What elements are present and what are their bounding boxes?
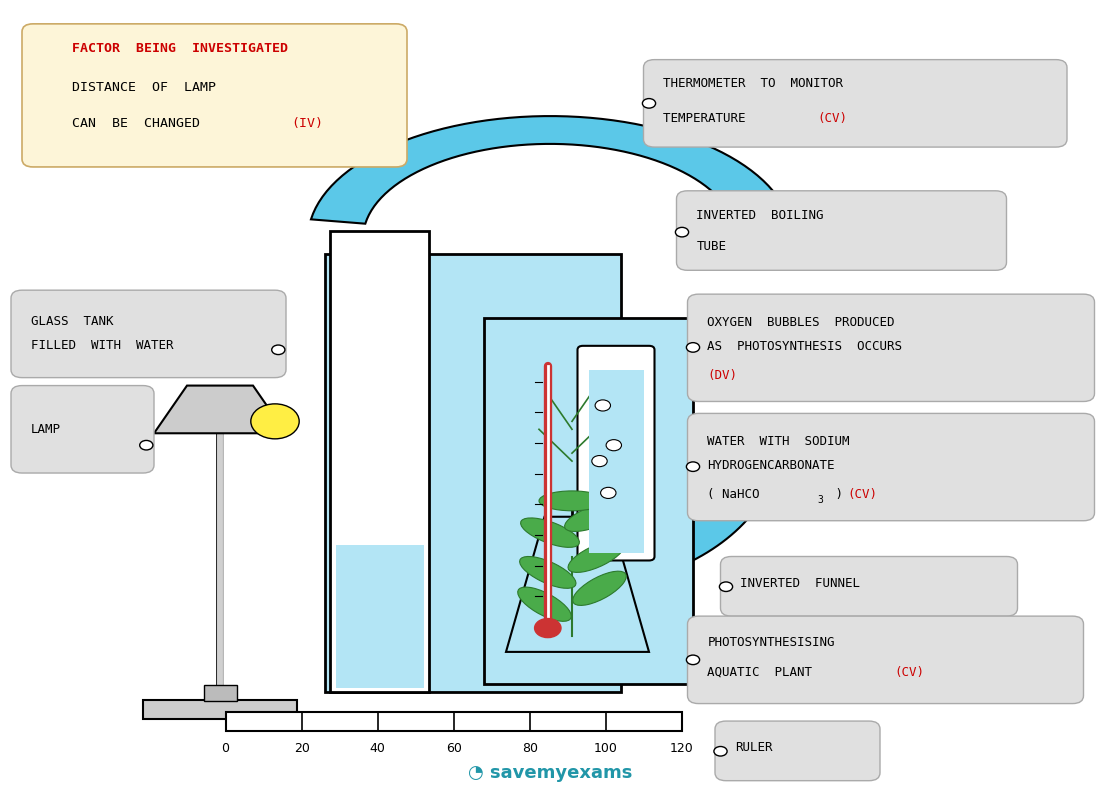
Polygon shape xyxy=(594,453,779,587)
Circle shape xyxy=(140,440,153,450)
Text: RULER: RULER xyxy=(735,741,772,754)
Text: 60: 60 xyxy=(446,742,462,754)
Text: DISTANCE  OF  LAMP: DISTANCE OF LAMP xyxy=(72,81,216,95)
FancyBboxPatch shape xyxy=(688,294,1094,401)
FancyBboxPatch shape xyxy=(676,191,1006,270)
Circle shape xyxy=(686,462,700,471)
Text: 3: 3 xyxy=(817,495,823,506)
Text: HYDROGENCARBONATE: HYDROGENCARBONATE xyxy=(707,459,835,472)
Text: 20: 20 xyxy=(294,742,309,754)
FancyBboxPatch shape xyxy=(715,721,880,781)
Text: (CV): (CV) xyxy=(894,665,924,679)
Text: 100: 100 xyxy=(594,742,618,754)
Circle shape xyxy=(675,227,689,237)
Text: LAMP: LAMP xyxy=(31,423,60,436)
Text: 80: 80 xyxy=(521,742,538,754)
Ellipse shape xyxy=(539,491,605,511)
Circle shape xyxy=(595,400,610,411)
Polygon shape xyxy=(506,517,649,652)
Circle shape xyxy=(606,440,621,451)
Text: (IV): (IV) xyxy=(292,117,323,130)
Polygon shape xyxy=(311,116,789,223)
Ellipse shape xyxy=(564,502,624,531)
FancyBboxPatch shape xyxy=(324,254,622,692)
FancyBboxPatch shape xyxy=(588,370,643,553)
Circle shape xyxy=(535,619,561,638)
Ellipse shape xyxy=(520,518,580,547)
Text: TUBE: TUBE xyxy=(696,240,726,254)
Text: FILLED  WITH  WATER: FILLED WITH WATER xyxy=(31,339,174,352)
FancyBboxPatch shape xyxy=(22,24,407,167)
FancyBboxPatch shape xyxy=(688,616,1084,704)
Ellipse shape xyxy=(519,556,576,588)
Circle shape xyxy=(251,404,299,439)
FancyBboxPatch shape xyxy=(644,60,1067,147)
Text: 40: 40 xyxy=(370,742,386,754)
Circle shape xyxy=(642,99,656,108)
Text: (DV): (DV) xyxy=(707,369,737,382)
Text: (CV): (CV) xyxy=(847,488,877,502)
Text: OXYGEN  BUBBLES  PRODUCED: OXYGEN BUBBLES PRODUCED xyxy=(707,316,894,329)
FancyBboxPatch shape xyxy=(143,700,297,719)
Text: CAN  BE  CHANGED: CAN BE CHANGED xyxy=(72,117,208,130)
Polygon shape xyxy=(154,386,286,433)
Text: (CV): (CV) xyxy=(817,111,847,125)
Text: 120: 120 xyxy=(670,742,694,754)
Text: ( NaHCO: ( NaHCO xyxy=(707,488,760,502)
Text: TEMPERATURE: TEMPERATURE xyxy=(663,111,754,125)
Text: ): ) xyxy=(828,488,858,502)
Circle shape xyxy=(714,747,727,756)
Text: 0: 0 xyxy=(221,742,230,754)
Circle shape xyxy=(686,343,700,352)
Text: AS  PHOTOSYNTHESIS  OCCURS: AS PHOTOSYNTHESIS OCCURS xyxy=(707,339,902,353)
FancyBboxPatch shape xyxy=(11,290,286,378)
FancyBboxPatch shape xyxy=(578,346,654,560)
Ellipse shape xyxy=(573,571,626,606)
Text: GLASS  TANK: GLASS TANK xyxy=(31,316,113,328)
FancyBboxPatch shape xyxy=(720,556,1018,616)
Text: INVERTED  BOILING: INVERTED BOILING xyxy=(696,208,824,222)
FancyBboxPatch shape xyxy=(330,231,429,692)
FancyBboxPatch shape xyxy=(336,545,424,688)
FancyBboxPatch shape xyxy=(226,712,682,731)
Ellipse shape xyxy=(518,587,571,622)
Text: WATER  WITH  SODIUM: WATER WITH SODIUM xyxy=(707,435,850,448)
Text: AQUATIC  PLANT: AQUATIC PLANT xyxy=(707,665,820,679)
FancyBboxPatch shape xyxy=(688,413,1094,521)
FancyBboxPatch shape xyxy=(484,318,693,684)
FancyBboxPatch shape xyxy=(11,386,154,473)
Text: PHOTOSYNTHESISING: PHOTOSYNTHESISING xyxy=(707,635,835,649)
Circle shape xyxy=(272,345,285,355)
Text: THERMOMETER  TO  MONITOR: THERMOMETER TO MONITOR xyxy=(663,77,844,91)
Circle shape xyxy=(719,582,733,591)
Text: FACTOR  BEING  INVESTIGATED: FACTOR BEING INVESTIGATED xyxy=(72,41,287,55)
Circle shape xyxy=(601,487,616,498)
Circle shape xyxy=(592,456,607,467)
Text: ◔ savemyexams: ◔ savemyexams xyxy=(468,764,632,781)
Circle shape xyxy=(686,655,700,665)
Ellipse shape xyxy=(568,541,625,572)
FancyBboxPatch shape xyxy=(204,685,236,701)
Text: INVERTED  FUNNEL: INVERTED FUNNEL xyxy=(740,576,860,590)
